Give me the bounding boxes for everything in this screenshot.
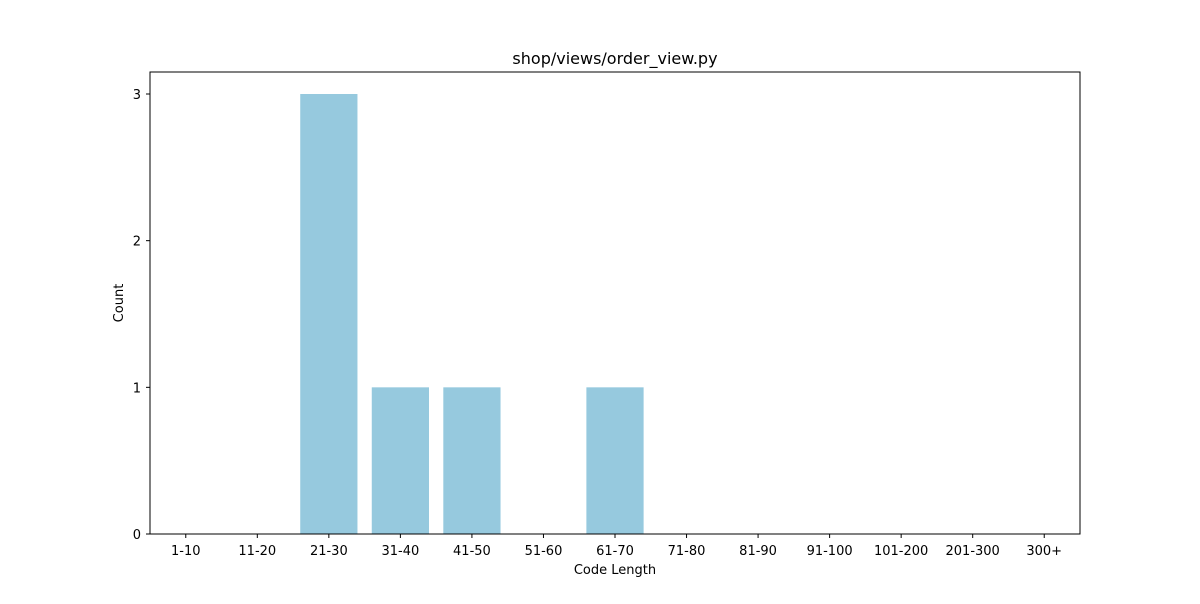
- x-axis-title: Code Length: [574, 563, 656, 578]
- bar-41-50: [443, 387, 501, 534]
- y-tick-label: 0: [133, 528, 141, 543]
- x-tick-label: 91-100: [807, 544, 853, 559]
- x-tick-label: 41-50: [453, 544, 491, 559]
- x-tick-label: 201-300: [946, 544, 1000, 559]
- y-tick-label: 2: [133, 235, 141, 250]
- x-tick-label: 51-60: [525, 544, 563, 559]
- x-tick-label: 101-200: [874, 544, 928, 559]
- bar-21-30: [300, 94, 358, 534]
- y-axis-title: Count: [112, 284, 127, 323]
- bar-61-70: [586, 387, 644, 534]
- x-tick-label: 11-20: [238, 544, 276, 559]
- x-axis: 1-10 11-20 21-30 31-40 41-50 51-60 61-70 71-80 8…: [171, 534, 1062, 559]
- bars-layer: [300, 94, 644, 534]
- chart-title: shop/views/order_view.py: [512, 49, 717, 69]
- x-tick-label: 21-30: [310, 544, 348, 559]
- y-axis: 0 1 2 3: [133, 88, 150, 543]
- x-tick-label: 31-40: [381, 544, 419, 559]
- x-tick-label: 300+: [1026, 544, 1062, 559]
- x-tick-label: 81-90: [739, 544, 777, 559]
- bar-31-40: [371, 387, 429, 534]
- x-tick-label: 71-80: [668, 544, 706, 559]
- x-tick-label: 61-70: [596, 544, 634, 559]
- x-tick-label: 1-10: [171, 544, 201, 559]
- y-tick-label: 3: [133, 88, 141, 103]
- y-tick-label: 1: [133, 381, 141, 396]
